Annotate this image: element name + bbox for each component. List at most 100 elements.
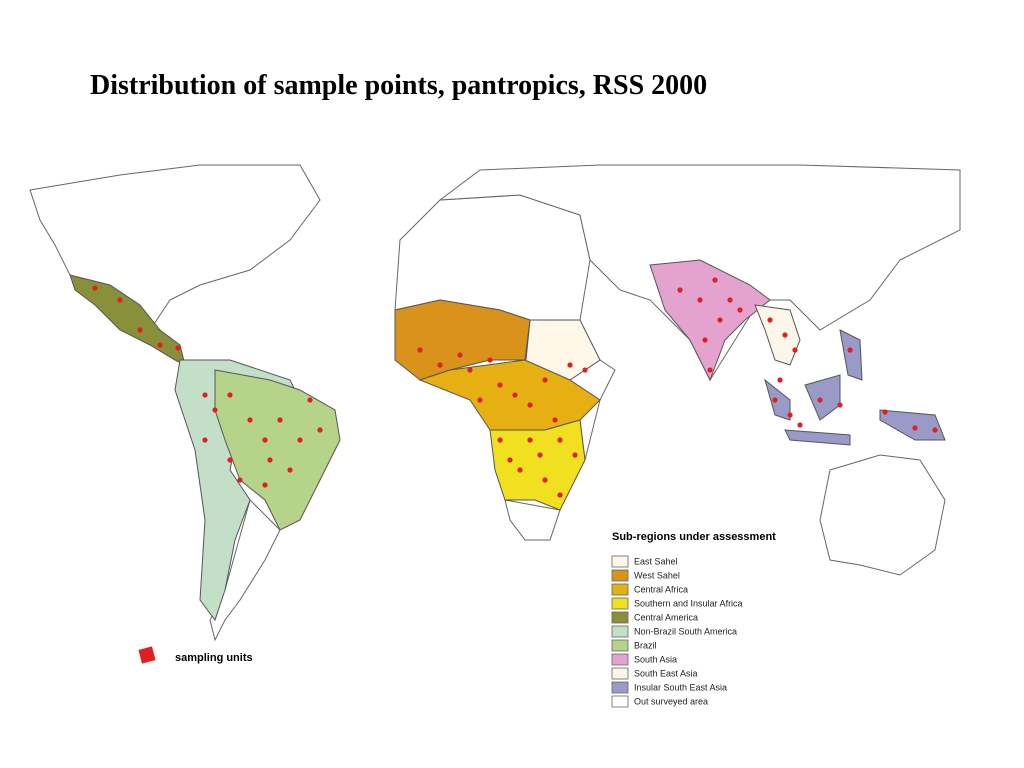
legend-label: Central America bbox=[634, 612, 698, 622]
legend-label: West Sahel bbox=[634, 570, 680, 580]
legend-swatch bbox=[611, 569, 629, 582]
sample-point bbox=[137, 327, 143, 333]
north-america bbox=[29, 164, 321, 331]
legend-swatch bbox=[611, 583, 629, 596]
sample-point bbox=[527, 402, 533, 408]
sample-point bbox=[267, 457, 273, 463]
legend-label: Non-Brazil South America bbox=[634, 626, 737, 636]
sample-point bbox=[175, 345, 181, 351]
sample-point bbox=[417, 347, 423, 353]
sample-point bbox=[277, 417, 283, 423]
legend-title: Sub-regions under assessment bbox=[612, 531, 776, 543]
sample-point bbox=[702, 337, 708, 343]
legend: East Sahel West Sahel Central Africa Southe… bbox=[611, 555, 743, 708]
sample-point bbox=[477, 397, 483, 403]
australia bbox=[819, 454, 946, 576]
sample-point bbox=[777, 377, 783, 383]
sample-point bbox=[202, 392, 208, 398]
sample-point bbox=[457, 352, 463, 358]
region bbox=[879, 409, 946, 441]
sample-point bbox=[487, 357, 493, 363]
sample-point bbox=[297, 437, 303, 443]
legend-label: Central Africa bbox=[634, 584, 688, 594]
sample-point bbox=[527, 437, 533, 443]
sample-point bbox=[497, 382, 503, 388]
sample-point bbox=[117, 297, 123, 303]
sample-point bbox=[677, 287, 683, 293]
sample-point bbox=[912, 425, 918, 431]
region bbox=[839, 329, 863, 381]
sample-point bbox=[227, 392, 233, 398]
region bbox=[784, 429, 851, 446]
sample-point bbox=[697, 297, 703, 303]
sample-point bbox=[497, 437, 503, 443]
region bbox=[804, 374, 841, 421]
legend-swatch bbox=[611, 681, 629, 694]
north-africa bbox=[394, 194, 591, 321]
sample-point bbox=[817, 397, 823, 403]
sampling-label: sampling units bbox=[175, 652, 253, 664]
sample-point bbox=[727, 297, 733, 303]
legend-swatch bbox=[611, 611, 629, 624]
region bbox=[394, 299, 531, 381]
sample-point bbox=[202, 437, 208, 443]
sampling-points bbox=[92, 277, 938, 498]
sample-point bbox=[507, 457, 513, 463]
sample-point bbox=[567, 362, 573, 368]
legend-label: Out surveyed area bbox=[634, 696, 708, 706]
legend-swatch bbox=[611, 555, 629, 568]
sample-point bbox=[287, 467, 293, 473]
sample-point bbox=[262, 437, 268, 443]
sample-point bbox=[772, 397, 778, 403]
legend-label: Brazil bbox=[634, 640, 657, 650]
legend-swatch bbox=[611, 695, 629, 708]
sample-point bbox=[712, 277, 718, 283]
region bbox=[214, 369, 341, 531]
south-africa bbox=[504, 499, 561, 541]
sample-point bbox=[467, 367, 473, 373]
sample-point bbox=[212, 407, 218, 413]
sample-point bbox=[262, 482, 268, 488]
legend-swatch bbox=[611, 597, 629, 610]
sampling-unit-symbol bbox=[138, 646, 156, 664]
sample-point bbox=[307, 397, 313, 403]
legend-label: South East Asia bbox=[634, 668, 698, 678]
sample-point bbox=[92, 285, 98, 291]
sample-point bbox=[227, 457, 233, 463]
legend-label: South Asia bbox=[634, 654, 677, 664]
sample-point bbox=[517, 467, 523, 473]
sample-point bbox=[537, 452, 543, 458]
sample-point bbox=[552, 417, 558, 423]
sample-point bbox=[557, 437, 563, 443]
legend-label: Southern and Insular Africa bbox=[634, 598, 743, 608]
sample-point bbox=[737, 307, 743, 313]
legend-label: East Sahel bbox=[634, 556, 678, 566]
region bbox=[489, 419, 586, 511]
sample-point bbox=[717, 317, 723, 323]
sample-point bbox=[837, 402, 843, 408]
sample-point bbox=[317, 427, 323, 433]
sample-point bbox=[157, 342, 163, 348]
sample-point bbox=[792, 347, 798, 353]
sample-point bbox=[542, 477, 548, 483]
legend-swatch bbox=[611, 639, 629, 652]
legend-swatch bbox=[611, 653, 629, 666]
legend-swatch bbox=[611, 667, 629, 680]
sample-point bbox=[707, 367, 713, 373]
sample-point bbox=[847, 347, 853, 353]
sample-point bbox=[512, 392, 518, 398]
sample-point bbox=[797, 422, 803, 428]
sample-point bbox=[582, 367, 588, 373]
legend-swatch bbox=[611, 625, 629, 638]
sample-point bbox=[932, 427, 938, 433]
sample-point bbox=[437, 362, 443, 368]
legend-label: Insular South East Asia bbox=[634, 682, 727, 692]
region bbox=[754, 304, 801, 366]
sub-regions bbox=[69, 259, 946, 622]
sample-point bbox=[787, 412, 793, 418]
sample-point bbox=[557, 492, 563, 498]
sample-point bbox=[542, 377, 548, 383]
sample-point bbox=[767, 317, 773, 323]
